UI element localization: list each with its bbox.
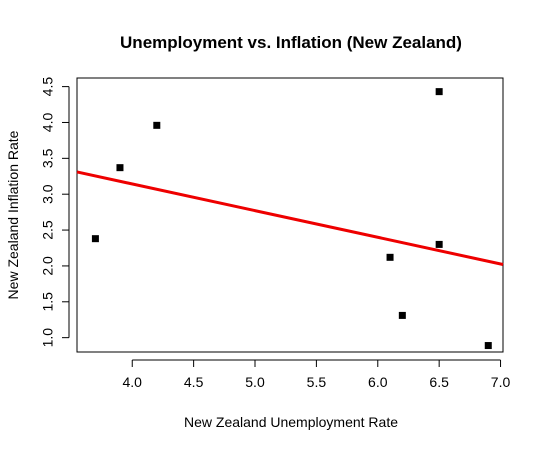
y-axis: 1.0 1.5 2.0 2.5 3.0 3.5 4.0 4.5 — [40, 77, 69, 348]
x-tick-label: 6.5 — [429, 374, 449, 390]
y-tick-label: 3.5 — [40, 148, 56, 168]
y-axis-label: New Zealand Inflation Rate — [5, 130, 21, 299]
data-point — [387, 254, 394, 261]
x-tick-label: 4.0 — [123, 374, 143, 390]
data-point — [436, 241, 443, 248]
x-tick-label: 7.0 — [491, 374, 511, 390]
data-point — [153, 122, 160, 129]
data-point — [116, 164, 123, 171]
y-tick-label: 1.0 — [40, 328, 56, 348]
y-tick-label: 2.0 — [40, 256, 56, 276]
y-tick-label: 4.0 — [40, 113, 56, 133]
x-tick-label: 4.5 — [184, 374, 204, 390]
x-tick-label: 6.0 — [368, 374, 388, 390]
y-tick-label: 1.5 — [40, 292, 56, 312]
data-point — [436, 88, 443, 95]
x-tick-label: 5.5 — [307, 374, 327, 390]
y-tick-label: 3.0 — [40, 184, 56, 204]
data-point — [399, 312, 406, 319]
chart-title: Unemployment vs. Inflation (New Zealand) — [120, 33, 462, 52]
plot-frame — [77, 78, 503, 352]
plot-area — [77, 88, 503, 349]
regression-line — [77, 172, 503, 265]
x-axis: 4.0 4.5 5.0 5.5 6.0 6.5 7.0 — [123, 360, 511, 390]
y-tick-label: 4.5 — [40, 77, 56, 97]
y-tick-label: 2.5 — [40, 220, 56, 240]
x-axis-label: New Zealand Unemployment Rate — [184, 414, 398, 430]
x-tick-label: 5.0 — [245, 374, 265, 390]
data-point — [485, 342, 492, 349]
data-point — [92, 235, 99, 242]
